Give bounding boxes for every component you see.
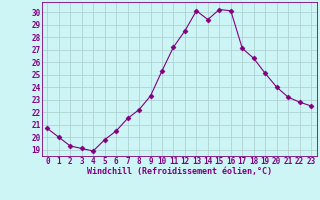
X-axis label: Windchill (Refroidissement éolien,°C): Windchill (Refroidissement éolien,°C) (87, 167, 272, 176)
